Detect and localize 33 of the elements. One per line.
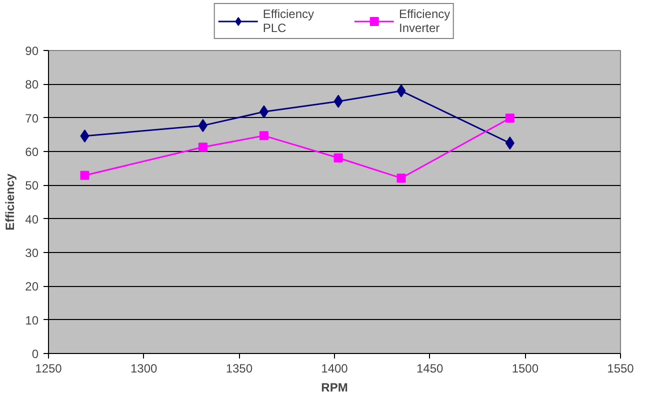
y-tick-label: 80 bbox=[25, 78, 39, 92]
point bbox=[80, 170, 90, 180]
point bbox=[396, 84, 406, 98]
x-tick-label: 1350 bbox=[226, 362, 253, 376]
x-tick-label: 1450 bbox=[416, 362, 444, 376]
y-tick-label: 20 bbox=[25, 280, 39, 294]
x-tick-label: 1400 bbox=[321, 362, 348, 376]
point bbox=[505, 136, 514, 150]
x-tick-label: 1300 bbox=[130, 362, 158, 376]
point bbox=[80, 130, 90, 143]
y-tick-label: 70 bbox=[25, 111, 39, 126]
y-tick-label: 30 bbox=[25, 246, 39, 260]
y-tick-label: 50 bbox=[25, 178, 39, 193]
point bbox=[259, 105, 268, 118]
y-tick-label: 0 bbox=[32, 347, 39, 361]
y-tick-label: 90 bbox=[25, 44, 39, 58]
point bbox=[198, 142, 208, 152]
point bbox=[259, 131, 268, 140]
x-tick-label: 1500 bbox=[512, 362, 539, 376]
point bbox=[505, 114, 514, 123]
y-tick-label: 40 bbox=[25, 212, 39, 226]
x-tick-label: 1250 bbox=[35, 362, 62, 376]
y-axis-title: Efficiency bbox=[3, 173, 18, 230]
x-axis-title: RPM bbox=[321, 380, 348, 394]
point bbox=[334, 153, 343, 162]
legend-label: Efficiency PLC bbox=[262, 7, 314, 35]
point bbox=[396, 174, 406, 183]
y-tick-label: 60 bbox=[25, 145, 39, 159]
y-tick-label: 10 bbox=[25, 313, 39, 328]
point bbox=[198, 119, 208, 132]
point bbox=[334, 94, 343, 108]
x-tick-label: 1550 bbox=[607, 362, 634, 376]
legend-label: Efficiency Inverter bbox=[399, 7, 450, 35]
